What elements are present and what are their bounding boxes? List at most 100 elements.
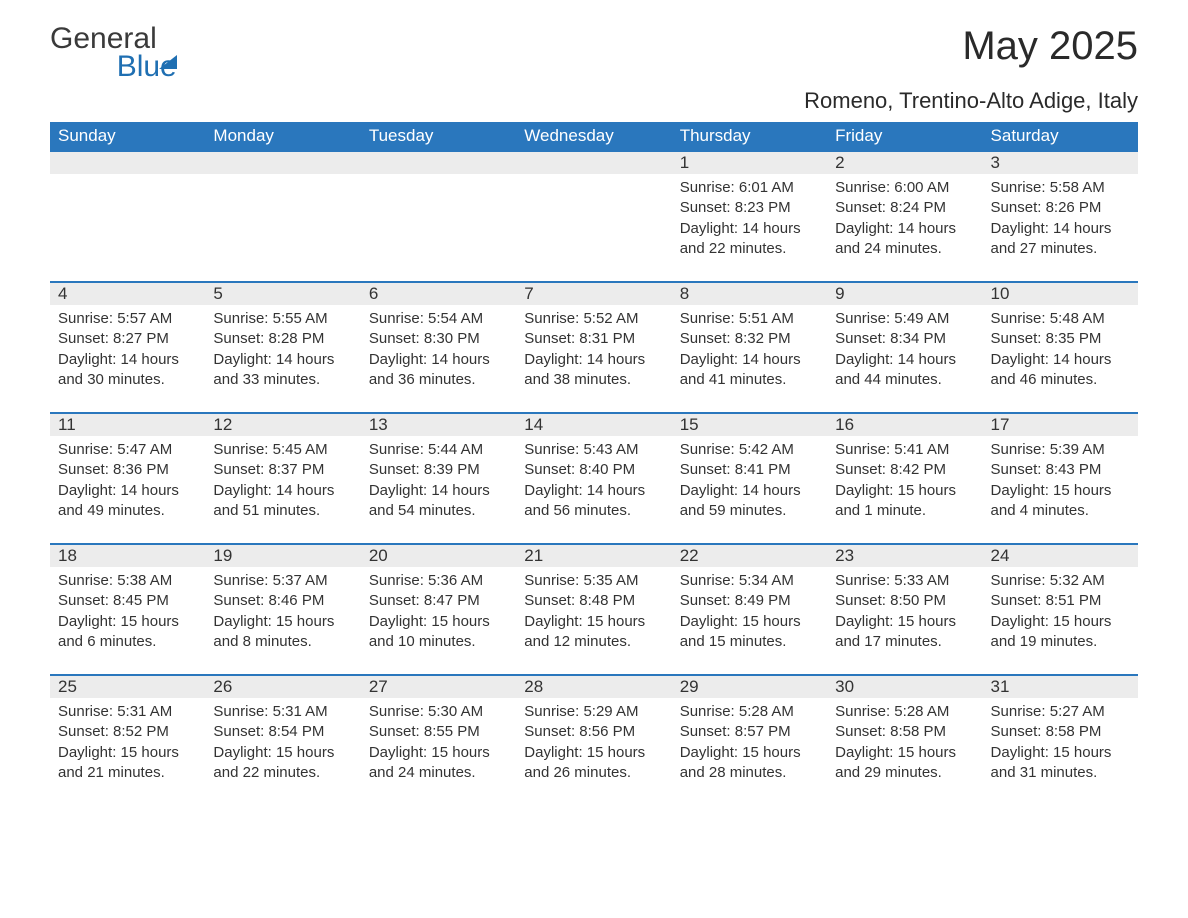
calendar-day-cell: 17Sunrise: 5:39 AMSunset: 8:43 PMDayligh… (983, 413, 1138, 544)
day-body: Sunrise: 5:54 AMSunset: 8:30 PMDaylight:… (361, 305, 516, 412)
day-body: Sunrise: 5:47 AMSunset: 8:36 PMDaylight:… (50, 436, 205, 543)
day-body: Sunrise: 5:51 AMSunset: 8:32 PMDaylight:… (672, 305, 827, 412)
day-number (361, 152, 516, 174)
day-body (361, 174, 516, 200)
daylight-text: Daylight: 15 hours and 26 minutes. (524, 743, 663, 784)
weekday-sunday: Sunday (50, 122, 205, 151)
daylight-text: Daylight: 14 hours and 56 minutes. (524, 481, 663, 522)
calendar-day-cell: 24Sunrise: 5:32 AMSunset: 8:51 PMDayligh… (983, 544, 1138, 675)
sunset-text: Sunset: 8:28 PM (213, 329, 352, 349)
day-body: Sunrise: 5:44 AMSunset: 8:39 PMDaylight:… (361, 436, 516, 543)
daylight-text: Daylight: 14 hours and 41 minutes. (680, 350, 819, 391)
day-number: 8 (672, 283, 827, 305)
day-body: Sunrise: 5:36 AMSunset: 8:47 PMDaylight:… (361, 567, 516, 674)
sunrise-text: Sunrise: 5:27 AM (991, 702, 1130, 722)
day-body (516, 174, 671, 200)
sunrise-text: Sunrise: 5:28 AM (680, 702, 819, 722)
day-body: Sunrise: 5:34 AMSunset: 8:49 PMDaylight:… (672, 567, 827, 674)
daylight-text: Daylight: 14 hours and 27 minutes. (991, 219, 1130, 260)
calendar-week: 25Sunrise: 5:31 AMSunset: 8:52 PMDayligh… (50, 675, 1138, 805)
sunrise-text: Sunrise: 5:38 AM (58, 571, 197, 591)
sunset-text: Sunset: 8:36 PM (58, 460, 197, 480)
calendar-day-cell: 29Sunrise: 5:28 AMSunset: 8:57 PMDayligh… (672, 675, 827, 805)
sunset-text: Sunset: 8:32 PM (680, 329, 819, 349)
calendar-week: 4Sunrise: 5:57 AMSunset: 8:27 PMDaylight… (50, 282, 1138, 413)
day-number: 20 (361, 545, 516, 567)
sunset-text: Sunset: 8:58 PM (991, 722, 1130, 742)
calendar-day-cell: 11Sunrise: 5:47 AMSunset: 8:36 PMDayligh… (50, 413, 205, 544)
sunset-text: Sunset: 8:26 PM (991, 198, 1130, 218)
daylight-text: Daylight: 15 hours and 12 minutes. (524, 612, 663, 653)
day-body: Sunrise: 5:28 AMSunset: 8:58 PMDaylight:… (827, 698, 982, 805)
daylight-text: Daylight: 14 hours and 36 minutes. (369, 350, 508, 391)
day-number: 7 (516, 283, 671, 305)
calendar-day-cell: 20Sunrise: 5:36 AMSunset: 8:47 PMDayligh… (361, 544, 516, 675)
sunrise-text: Sunrise: 5:43 AM (524, 440, 663, 460)
day-number: 15 (672, 414, 827, 436)
brand-logo-text: General Blue (50, 24, 177, 82)
sunrise-text: Sunrise: 5:33 AM (835, 571, 974, 591)
sunrise-text: Sunrise: 6:00 AM (835, 178, 974, 198)
day-number: 25 (50, 676, 205, 698)
calendar-day-cell: 5Sunrise: 5:55 AMSunset: 8:28 PMDaylight… (205, 282, 360, 413)
weekday-monday: Monday (205, 122, 360, 151)
calendar-day-cell: 9Sunrise: 5:49 AMSunset: 8:34 PMDaylight… (827, 282, 982, 413)
sunset-text: Sunset: 8:56 PM (524, 722, 663, 742)
sunset-text: Sunset: 8:49 PM (680, 591, 819, 611)
calendar-day-cell (205, 151, 360, 282)
day-body: Sunrise: 5:30 AMSunset: 8:55 PMDaylight:… (361, 698, 516, 805)
calendar-day-cell (516, 151, 671, 282)
sunrise-text: Sunrise: 5:55 AM (213, 309, 352, 329)
sunrise-text: Sunrise: 5:45 AM (213, 440, 352, 460)
calendar-day-cell: 23Sunrise: 5:33 AMSunset: 8:50 PMDayligh… (827, 544, 982, 675)
calendar-day-cell: 3Sunrise: 5:58 AMSunset: 8:26 PMDaylight… (983, 151, 1138, 282)
sunset-text: Sunset: 8:35 PM (991, 329, 1130, 349)
sunset-text: Sunset: 8:31 PM (524, 329, 663, 349)
day-number: 31 (983, 676, 1138, 698)
day-number: 9 (827, 283, 982, 305)
day-body: Sunrise: 5:28 AMSunset: 8:57 PMDaylight:… (672, 698, 827, 805)
daylight-text: Daylight: 14 hours and 51 minutes. (213, 481, 352, 522)
day-body: Sunrise: 5:38 AMSunset: 8:45 PMDaylight:… (50, 567, 205, 674)
daylight-text: Daylight: 14 hours and 22 minutes. (680, 219, 819, 260)
calendar-day-cell: 22Sunrise: 5:34 AMSunset: 8:49 PMDayligh… (672, 544, 827, 675)
day-number: 22 (672, 545, 827, 567)
title-block: May 2025 (962, 24, 1138, 69)
calendar-day-cell: 7Sunrise: 5:52 AMSunset: 8:31 PMDaylight… (516, 282, 671, 413)
sunrise-text: Sunrise: 5:30 AM (369, 702, 508, 722)
day-body: Sunrise: 5:37 AMSunset: 8:46 PMDaylight:… (205, 567, 360, 674)
daylight-text: Daylight: 14 hours and 49 minutes. (58, 481, 197, 522)
calendar-day-cell: 30Sunrise: 5:28 AMSunset: 8:58 PMDayligh… (827, 675, 982, 805)
day-number: 23 (827, 545, 982, 567)
day-number: 26 (205, 676, 360, 698)
daylight-text: Daylight: 14 hours and 30 minutes. (58, 350, 197, 391)
calendar-day-cell: 21Sunrise: 5:35 AMSunset: 8:48 PMDayligh… (516, 544, 671, 675)
calendar-table: Sunday Monday Tuesday Wednesday Thursday… (50, 122, 1138, 805)
daylight-text: Daylight: 14 hours and 38 minutes. (524, 350, 663, 391)
weekday-friday: Friday (827, 122, 982, 151)
sunrise-text: Sunrise: 5:47 AM (58, 440, 197, 460)
sunset-text: Sunset: 8:50 PM (835, 591, 974, 611)
day-number: 12 (205, 414, 360, 436)
day-body: Sunrise: 5:55 AMSunset: 8:28 PMDaylight:… (205, 305, 360, 412)
sunset-text: Sunset: 8:42 PM (835, 460, 974, 480)
day-body: Sunrise: 5:27 AMSunset: 8:58 PMDaylight:… (983, 698, 1138, 805)
page-title: May 2025 (962, 24, 1138, 69)
day-body: Sunrise: 6:01 AMSunset: 8:23 PMDaylight:… (672, 174, 827, 281)
sunrise-text: Sunrise: 6:01 AM (680, 178, 819, 198)
sunrise-text: Sunrise: 5:36 AM (369, 571, 508, 591)
calendar-day-cell: 14Sunrise: 5:43 AMSunset: 8:40 PMDayligh… (516, 413, 671, 544)
sunset-text: Sunset: 8:57 PM (680, 722, 819, 742)
calendar-day-cell: 1Sunrise: 6:01 AMSunset: 8:23 PMDaylight… (672, 151, 827, 282)
day-number: 21 (516, 545, 671, 567)
daylight-text: Daylight: 15 hours and 31 minutes. (991, 743, 1130, 784)
day-body: Sunrise: 6:00 AMSunset: 8:24 PMDaylight:… (827, 174, 982, 281)
day-body: Sunrise: 5:32 AMSunset: 8:51 PMDaylight:… (983, 567, 1138, 674)
sunset-text: Sunset: 8:30 PM (369, 329, 508, 349)
weekday-saturday: Saturday (983, 122, 1138, 151)
calendar-day-cell: 10Sunrise: 5:48 AMSunset: 8:35 PMDayligh… (983, 282, 1138, 413)
sunset-text: Sunset: 8:37 PM (213, 460, 352, 480)
calendar-day-cell: 19Sunrise: 5:37 AMSunset: 8:46 PMDayligh… (205, 544, 360, 675)
day-number: 2 (827, 152, 982, 174)
day-number: 29 (672, 676, 827, 698)
